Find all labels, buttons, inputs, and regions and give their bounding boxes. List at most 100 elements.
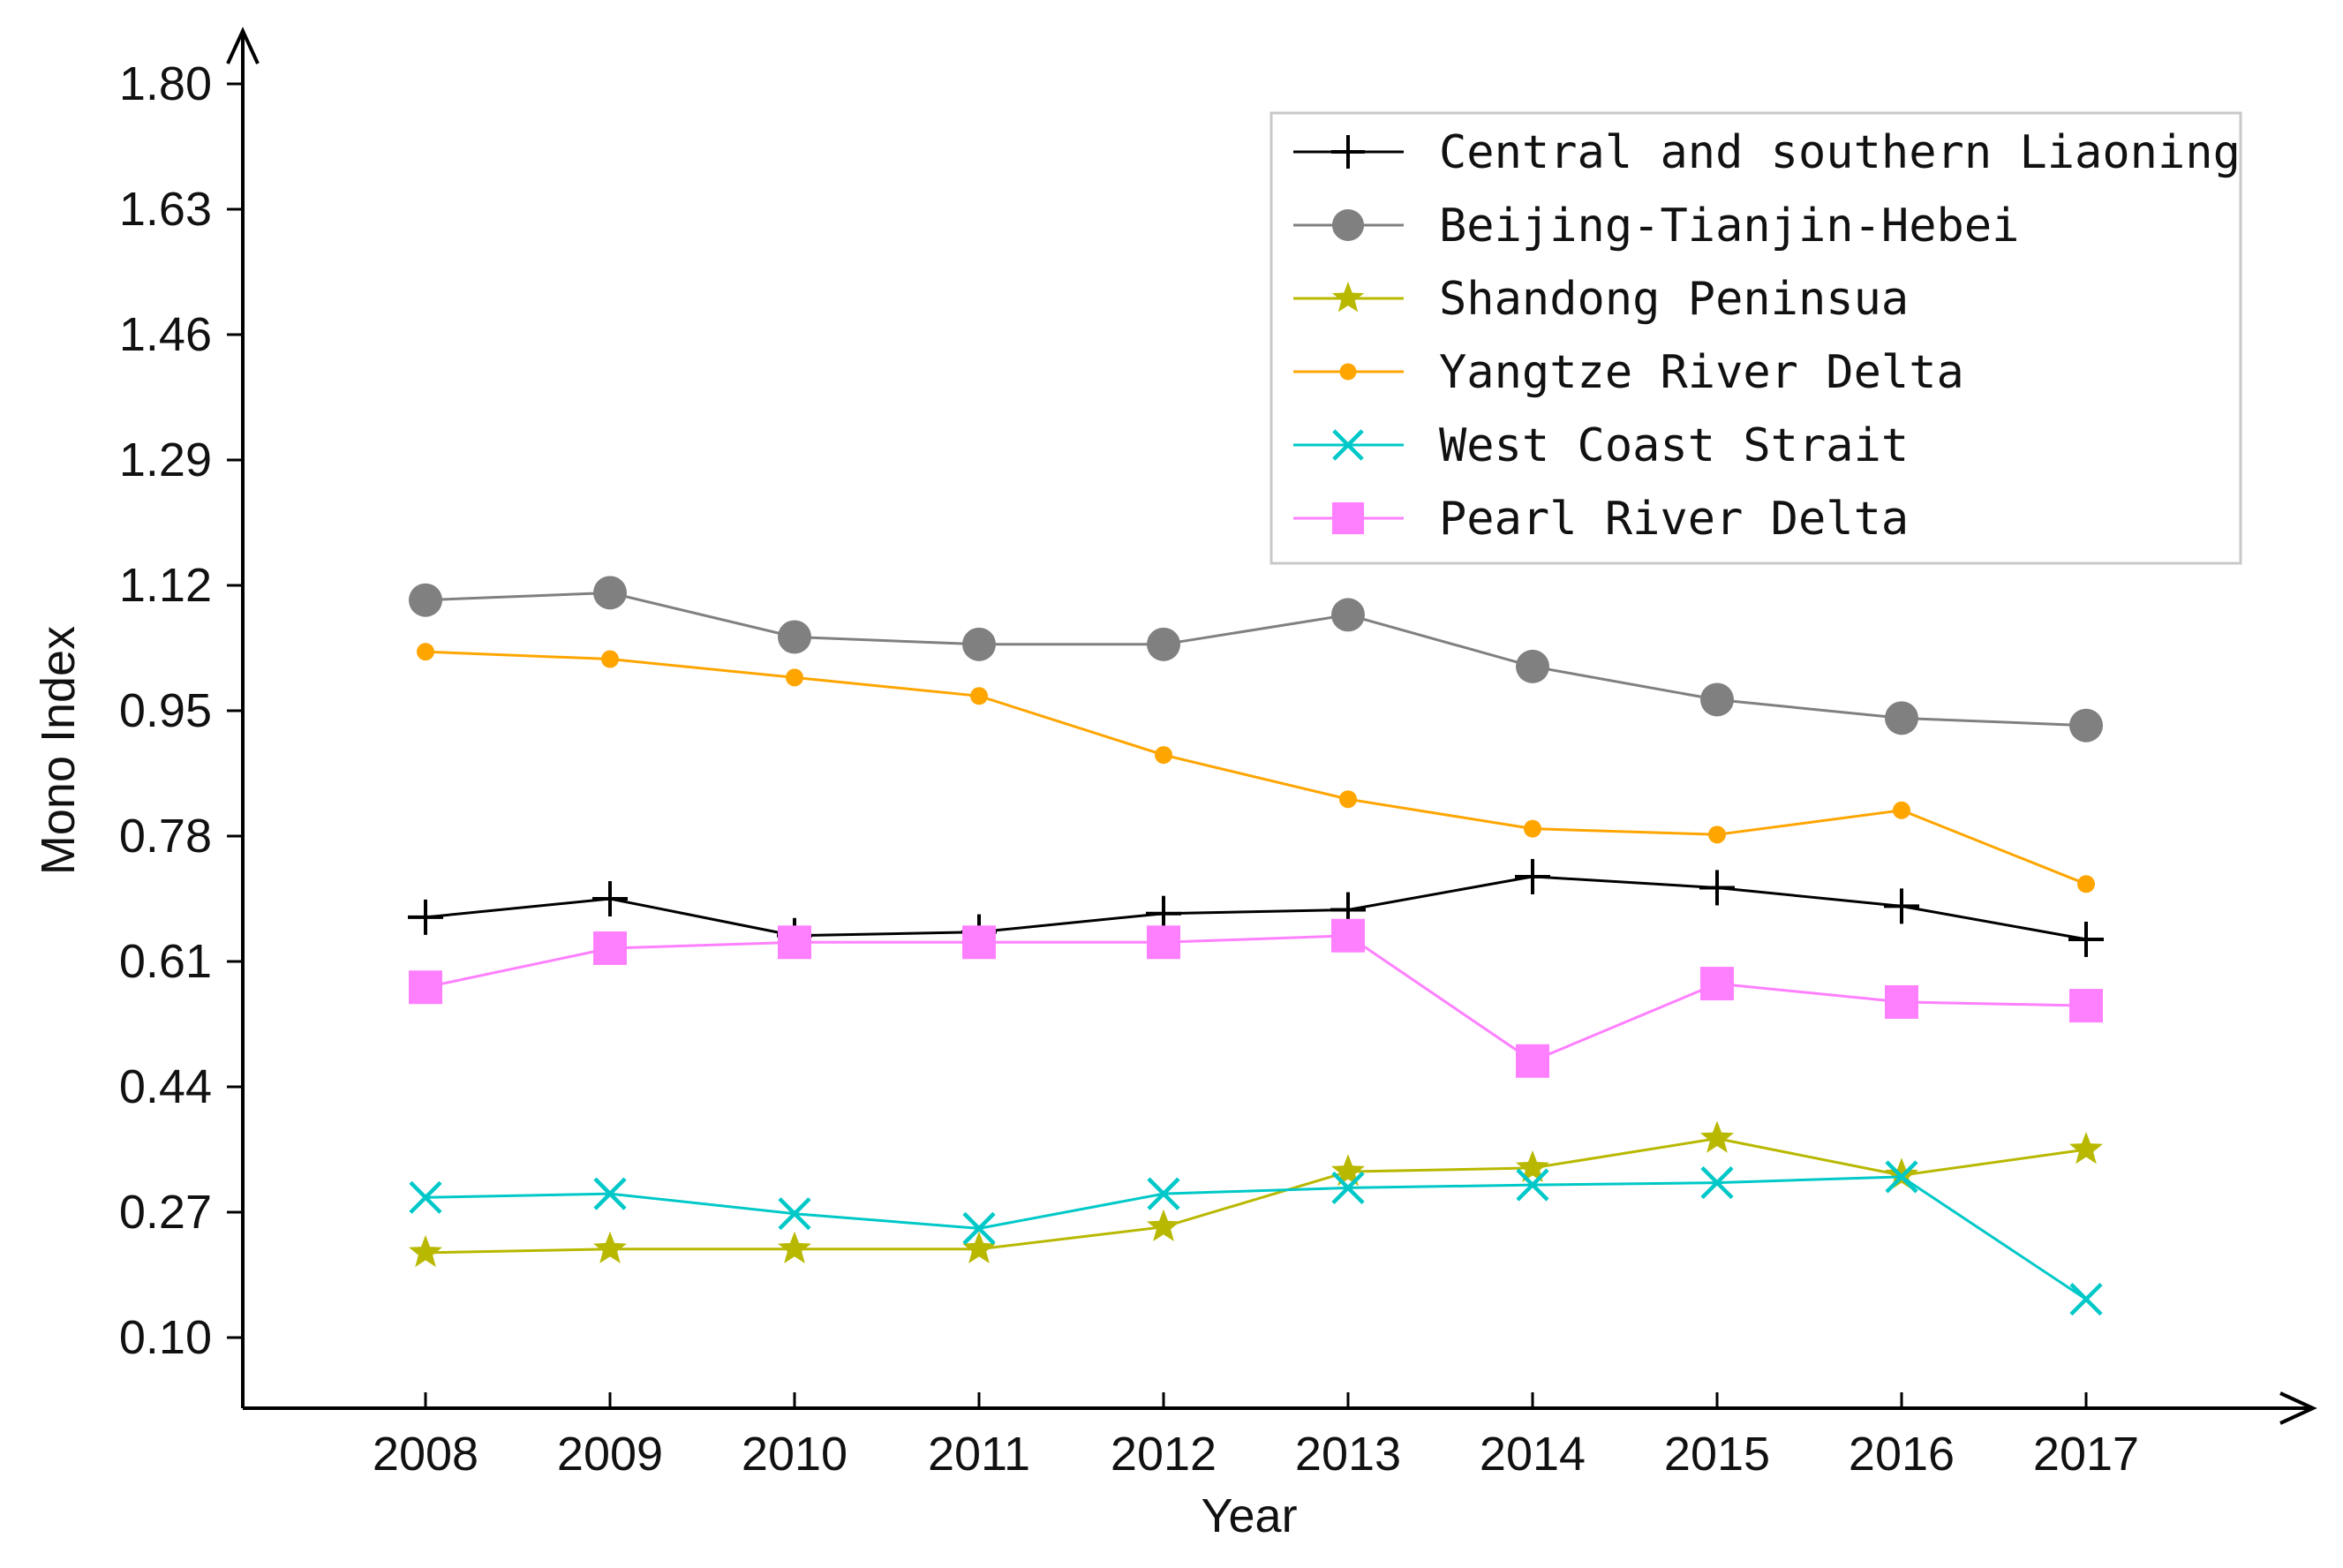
series-line-yangtze-river-delta bbox=[425, 650, 2087, 886]
series-layer bbox=[408, 576, 2104, 1316]
legend-box bbox=[1269, 111, 2242, 565]
data-point-beijing-tianjin-hebei bbox=[1147, 627, 1180, 661]
series-west-coast-strait bbox=[409, 1160, 2103, 1316]
x-marker-b bbox=[1147, 1177, 1180, 1210]
y-tick-label: 0.78 bbox=[119, 810, 212, 863]
x-axis-ticks: 2008 2009 2010 2011 2012 2013 2014 2015 2016 2017 bbox=[373, 1392, 2139, 1481]
series-central-and-southern-liaoning bbox=[408, 858, 2104, 957]
data-point-pearl-river-delta bbox=[1516, 1044, 1549, 1078]
data-point-west-coast-strait bbox=[593, 1177, 627, 1210]
data-point-shandong-peninsua bbox=[409, 1234, 442, 1268]
data-point-shandong-peninsua bbox=[778, 1231, 811, 1263]
data-point-pearl-river-delta bbox=[1700, 967, 1734, 1001]
data-point-shandong-peninsua bbox=[962, 1231, 996, 1263]
y-tick-label: 1.63 bbox=[119, 183, 212, 236]
legend-label: Central and southern Liaoning bbox=[1439, 126, 2241, 179]
data-point-beijing-tianjin-hebei bbox=[2069, 708, 2103, 743]
y-tick-label: 1.12 bbox=[119, 559, 212, 612]
x-tick-label: 2016 bbox=[1849, 1428, 1955, 1481]
data-point-yangtze-river-delta bbox=[786, 668, 803, 687]
x-marker-b bbox=[962, 1211, 996, 1245]
data-point-beijing-tianjin-hebei bbox=[1700, 682, 1734, 717]
legend-marker-yangtze-river-delta bbox=[1339, 363, 1357, 381]
x-tick-label: 2011 bbox=[928, 1428, 1030, 1481]
data-point-shandong-peninsua bbox=[1147, 1209, 1180, 1241]
series-beijing-tianjin-hebei bbox=[409, 576, 2103, 743]
y-tick-label: 0.44 bbox=[119, 1060, 212, 1113]
data-point-beijing-tianjin-hebei bbox=[593, 576, 627, 610]
y-tick-label: 0.95 bbox=[119, 684, 212, 737]
legend-marker-shandong-peninsua bbox=[1331, 282, 1365, 313]
data-point-west-coast-strait bbox=[1331, 1171, 1365, 1205]
data-point-west-coast-strait bbox=[409, 1180, 442, 1214]
series-line-shandong-peninsua bbox=[425, 1136, 2087, 1255]
data-point-west-coast-strait bbox=[1700, 1165, 1734, 1200]
data-point-pearl-river-delta bbox=[2069, 989, 2103, 1023]
data-point-beijing-tianjin-hebei bbox=[1331, 598, 1365, 632]
legend-label: Shandong Peninsua bbox=[1439, 273, 1909, 326]
x-axis-title: Year bbox=[1201, 1489, 1297, 1542]
series-yangtze-river-delta bbox=[417, 643, 2095, 893]
x-tick-label: 2008 bbox=[373, 1428, 478, 1481]
data-point-shandong-peninsua bbox=[1331, 1154, 1365, 1187]
x-marker-b bbox=[593, 1177, 627, 1210]
data-point-yangtze-river-delta bbox=[417, 643, 434, 661]
data-point-pearl-river-delta bbox=[1147, 925, 1180, 960]
series-pearl-river-delta bbox=[409, 918, 2103, 1078]
data-point-yangtze-river-delta bbox=[1339, 790, 1357, 809]
legend-marker-west-coast-strait bbox=[1332, 429, 1364, 461]
data-point-yangtze-river-delta bbox=[1708, 825, 1726, 844]
data-point-west-coast-strait bbox=[1147, 1177, 1180, 1210]
series-line-pearl-river-delta bbox=[425, 934, 2087, 1063]
data-point-pearl-river-delta bbox=[1885, 984, 1918, 1019]
x-tick-label: 2017 bbox=[2033, 1428, 2139, 1481]
data-point-central-and-southern-liaoning bbox=[1515, 858, 1550, 894]
x-marker-b bbox=[1331, 1171, 1365, 1205]
x-tick-label: 2010 bbox=[742, 1428, 848, 1481]
legend-marker-pearl-river-delta bbox=[1331, 501, 1365, 535]
data-point-west-coast-strait bbox=[1885, 1160, 1918, 1194]
x-tick-label: 2013 bbox=[1295, 1428, 1401, 1481]
legend-label: Pearl River Delta bbox=[1439, 493, 1909, 546]
legend-marker-central-and-southern-liaoning bbox=[1331, 135, 1365, 169]
data-point-beijing-tianjin-hebei bbox=[409, 583, 442, 617]
data-point-west-coast-strait bbox=[2069, 1282, 2103, 1316]
data-point-shandong-peninsua bbox=[1885, 1157, 1918, 1190]
x-axis-arrow-icon bbox=[2279, 1391, 2317, 1425]
x-marker-b bbox=[1516, 1168, 1549, 1202]
data-point-yangtze-river-delta bbox=[1893, 801, 1910, 819]
legend-marker-beijing-tianjin-hebei bbox=[1331, 208, 1365, 242]
data-point-beijing-tianjin-hebei bbox=[1885, 701, 1918, 735]
series-line-beijing-tianjin-hebei bbox=[425, 591, 2087, 727]
x-tick-label: 2015 bbox=[1664, 1428, 1770, 1481]
legend-item-shandong-peninsua: Shandong Peninsua bbox=[1293, 273, 1909, 326]
y-axis-title: Mono Index bbox=[32, 626, 85, 875]
data-point-central-and-southern-liaoning bbox=[1146, 895, 1181, 931]
data-point-central-and-southern-liaoning bbox=[2068, 921, 2104, 957]
y-tick-label: 1.80 bbox=[119, 57, 212, 110]
y-axis-ticks: 1.80 1.63 1.46 1.29 1.12 0.95 0.78 0.61 0.44 0.27… bbox=[119, 57, 243, 1364]
series-line-west-coast-strait bbox=[425, 1175, 2087, 1300]
data-point-yangtze-river-delta bbox=[601, 650, 619, 668]
data-point-west-coast-strait bbox=[1516, 1168, 1549, 1202]
y-tick-label: 1.29 bbox=[119, 433, 212, 486]
x-marker-b bbox=[1332, 429, 1364, 461]
data-point-shandong-peninsua bbox=[1700, 1120, 1734, 1153]
y-tick-label: 0.61 bbox=[119, 935, 212, 988]
legend-item-pearl-river-delta: Pearl River Delta bbox=[1293, 493, 1909, 546]
x-tick-label: 2009 bbox=[557, 1428, 663, 1481]
x-marker-b bbox=[409, 1180, 442, 1214]
data-point-pearl-river-delta bbox=[962, 925, 996, 960]
data-point-central-and-southern-liaoning bbox=[1699, 870, 1735, 906]
legend-label: West Coast Strait bbox=[1439, 419, 1909, 472]
data-point-yangtze-river-delta bbox=[1155, 746, 1172, 765]
x-marker-b bbox=[1885, 1160, 1918, 1194]
x-marker-b bbox=[1700, 1165, 1734, 1200]
data-point-beijing-tianjin-hebei bbox=[778, 620, 811, 654]
data-point-shandong-peninsua bbox=[2069, 1132, 2103, 1165]
data-point-west-coast-strait bbox=[962, 1211, 996, 1245]
y-tick-label: 0.27 bbox=[119, 1186, 212, 1239]
data-point-yangtze-river-delta bbox=[970, 687, 988, 705]
x-tick-label: 2012 bbox=[1111, 1428, 1217, 1481]
